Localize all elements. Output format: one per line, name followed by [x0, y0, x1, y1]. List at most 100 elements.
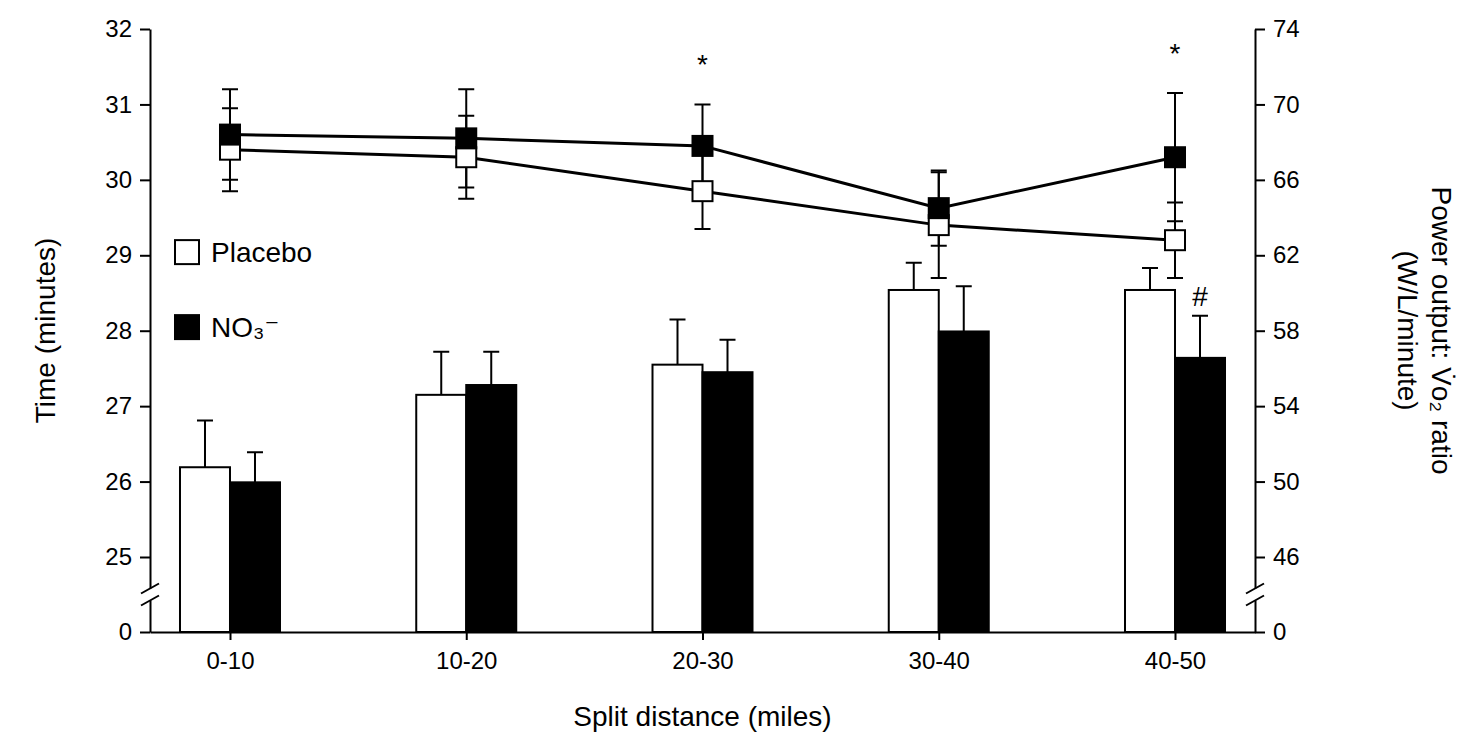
tick-mark	[1255, 255, 1265, 257]
tick-mark	[938, 632, 940, 640]
tick-mark	[140, 557, 150, 559]
axis-title-line: (W/L/minute)	[1392, 250, 1423, 410]
bar	[703, 372, 753, 632]
tick-label: 32	[105, 15, 132, 42]
marker	[456, 147, 476, 167]
bar	[1175, 358, 1225, 632]
bar	[889, 290, 939, 632]
axis: 0-1010-2020-3030-4040-50	[151, 632, 1256, 674]
axis: 04650545862667074	[1255, 15, 1300, 645]
tick-mark	[1255, 557, 1265, 559]
marker	[693, 136, 713, 156]
tick-label: 70	[1273, 91, 1300, 118]
y-tick: 28	[105, 317, 150, 344]
legend-swatch	[175, 240, 199, 264]
y2-tick: 58	[1255, 317, 1300, 344]
tick-mark	[1255, 481, 1265, 483]
tick-label: 40-50	[1145, 647, 1206, 674]
tick-label: 28	[105, 317, 132, 344]
axis-break-stroke	[141, 584, 159, 594]
error-bar	[1192, 316, 1208, 358]
annotation: *	[697, 49, 708, 80]
axis-break	[141, 584, 159, 606]
y-tick: 31	[105, 91, 150, 118]
tick-label: 29	[105, 241, 132, 268]
annotation: *	[1170, 38, 1181, 69]
y2-tick: 70	[1255, 91, 1300, 118]
axis-title: Time (minutes)	[30, 238, 61, 424]
y2-tick: 50	[1255, 468, 1300, 495]
y2-tick: 54	[1255, 392, 1300, 419]
tick-label: 0	[1273, 618, 1286, 645]
tick-mark	[702, 632, 704, 640]
tick-mark	[140, 29, 150, 31]
y-tick: 26	[105, 468, 150, 495]
axis: 0 25 26 27 28 29 30 31 32	[105, 15, 150, 645]
tick-mark	[1255, 104, 1265, 106]
tick-mark	[140, 104, 150, 106]
x-tick: 20-30	[672, 632, 733, 674]
tick-mark	[140, 406, 150, 408]
chart: 02526272829303132046505458626670740-1010…	[0, 0, 1470, 749]
tick-mark	[229, 632, 231, 640]
x-tick: 0-10	[206, 632, 254, 674]
legend-swatch	[175, 315, 199, 339]
tick-label: 66	[1273, 166, 1300, 193]
bar	[939, 331, 989, 632]
marker	[1165, 230, 1185, 250]
tick-mark	[1255, 330, 1265, 332]
axis-break-stroke	[1246, 584, 1264, 594]
legend-label: NO₃⁻	[211, 312, 279, 343]
tick-mark	[140, 632, 150, 634]
error-bar	[247, 452, 263, 482]
annotation: #	[1192, 281, 1208, 312]
y-tick: 32	[105, 15, 150, 42]
tick-label: 0-10	[206, 647, 254, 674]
error-bar	[483, 352, 499, 385]
line	[230, 150, 1175, 241]
bar	[416, 395, 466, 632]
tick-label: 62	[1273, 241, 1300, 268]
tick-label: 30-40	[909, 647, 970, 674]
tick-label: 54	[1273, 392, 1300, 419]
tick-label: 74	[1273, 15, 1300, 42]
bar	[653, 365, 703, 632]
legend-label: Placebo	[211, 237, 312, 268]
axis-title-line: Power output: V̇o₂ ratio	[1426, 187, 1457, 475]
plot-area	[180, 89, 1225, 632]
y-tick: 29	[105, 241, 150, 268]
marker	[1165, 147, 1185, 167]
tick-label: 58	[1273, 317, 1300, 344]
marker	[220, 125, 240, 145]
legend: Placebo NO₃⁻	[175, 237, 312, 343]
axis-title: Split distance (miles)	[573, 701, 831, 732]
error-bar	[670, 319, 686, 364]
tick-mark	[140, 179, 150, 181]
axis-title: Power output: V̇o₂ ratio(W/L/minute)	[1392, 187, 1457, 475]
error-bar	[433, 352, 449, 395]
bar	[230, 482, 280, 632]
tick-mark	[140, 481, 150, 483]
bar	[180, 467, 230, 632]
marker	[693, 181, 713, 201]
tick-label: 0	[119, 618, 132, 645]
tick-label: 26	[105, 468, 132, 495]
error-bar	[197, 420, 213, 467]
y2-tick: 0	[1255, 618, 1286, 645]
tick-mark	[140, 255, 150, 257]
tick-mark	[1255, 179, 1265, 181]
y-tick: 25	[105, 543, 150, 570]
tick-mark	[1175, 632, 1177, 640]
error-bar	[720, 340, 736, 372]
tick-mark	[466, 632, 468, 640]
error-bar	[956, 286, 972, 331]
tick-label: 27	[105, 392, 132, 419]
tick-label: 31	[105, 91, 132, 118]
tick-mark	[1255, 632, 1265, 634]
line	[230, 135, 1175, 209]
tick-label: 25	[105, 543, 132, 570]
axis-break-stroke	[141, 596, 159, 606]
y-tick: 30	[105, 166, 150, 193]
tick-mark	[140, 330, 150, 332]
tick-mark	[1255, 29, 1265, 31]
